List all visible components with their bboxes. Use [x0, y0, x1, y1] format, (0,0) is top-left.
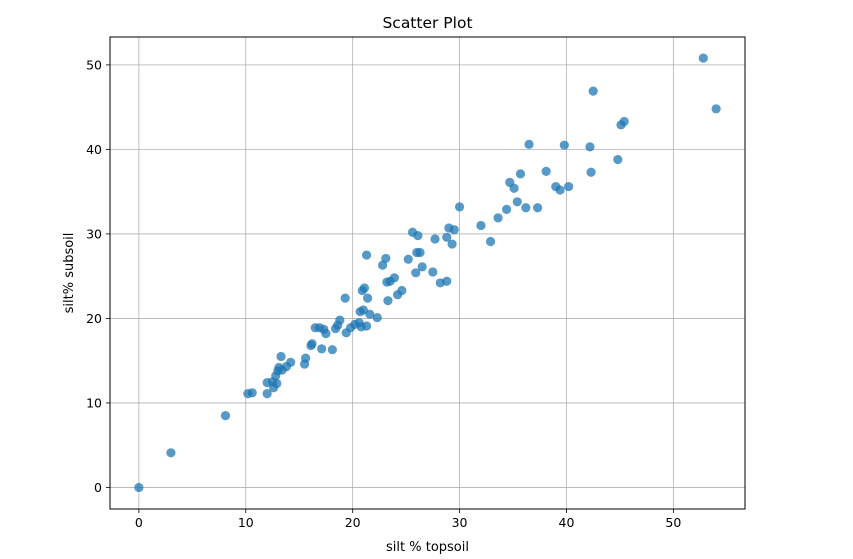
x-axis-label: silt % topsoil: [386, 540, 469, 555]
scatter-point: [340, 293, 350, 303]
scatter-point: [383, 296, 393, 306]
scatter-point: [301, 353, 311, 363]
scatter-point: [415, 247, 425, 258]
data-points: [134, 53, 721, 493]
scatter-point: [359, 283, 370, 293]
scatter-point: [521, 203, 531, 213]
scatter-point: [428, 267, 438, 277]
scatter-point: [417, 262, 427, 272]
plot-area-frame: [109, 36, 746, 510]
scatter-point: [585, 142, 595, 152]
scatter-point: [619, 116, 629, 127]
scatter-point: [403, 254, 413, 264]
scatter-point: [515, 169, 526, 179]
scatter-point: [321, 329, 331, 339]
chart-title: Scatter Plot: [382, 14, 472, 32]
scatter-point: [372, 312, 382, 323]
scatter-point: [166, 448, 176, 458]
scatter-point: [512, 197, 522, 207]
scatter-point: [509, 183, 519, 193]
y-tick-label: 20: [86, 311, 102, 326]
y-tick-label: 0: [94, 480, 102, 495]
x-tick-label: 40: [559, 515, 575, 530]
scatter-point: [613, 154, 623, 165]
x-tick-label: 0: [135, 515, 143, 530]
scatter-point: [134, 482, 144, 493]
scatter-point: [586, 167, 596, 177]
scatter-point: [363, 293, 373, 303]
scatter-point: [361, 250, 372, 260]
scatter-point: [559, 140, 569, 150]
y-tick-label: 10: [86, 395, 102, 410]
y-tick-label: 30: [86, 226, 102, 241]
scatter-point: [381, 253, 391, 264]
scatter-point: [335, 315, 345, 325]
x-tick-label: 50: [665, 515, 681, 530]
scatter-point: [389, 273, 399, 283]
x-axis-ticks: 0 10 20 30 40 50: [135, 509, 681, 530]
y-tick-label: 40: [86, 142, 102, 157]
x-tick-label: 10: [238, 515, 254, 530]
x-tick-label: 30: [452, 515, 468, 530]
scatter-point: [502, 204, 512, 215]
scatter-point: [286, 357, 296, 367]
grid-lines: [110, 37, 745, 509]
scatter-point: [247, 388, 257, 398]
scatter-point: [564, 181, 574, 192]
scatter-point: [430, 234, 440, 244]
scatter-point: [442, 276, 452, 286]
y-tick-label: 50: [86, 57, 102, 72]
scatter-point: [397, 285, 407, 296]
scatter-point: [476, 220, 486, 231]
scatter-point: [711, 104, 721, 114]
y-axis-ticks: 0 10 20 30 40 50: [86, 57, 110, 495]
scatter-point: [533, 203, 543, 213]
x-tick-label: 20: [345, 515, 361, 530]
scatter-point: [361, 321, 372, 331]
scatter-point: [307, 339, 317, 349]
scatter-point: [485, 236, 496, 247]
scatter-point: [698, 53, 708, 63]
scatter-point: [454, 202, 465, 212]
scatter-point: [220, 411, 231, 421]
scatter-point: [272, 378, 282, 389]
y-axis-label: silt% subsoil: [62, 233, 77, 314]
scatter-point: [276, 351, 286, 362]
scatter-point: [493, 213, 503, 223]
scatter-point: [442, 232, 452, 242]
scatter-point: [262, 389, 272, 399]
scatter-point: [555, 185, 565, 195]
scatter-point: [449, 225, 459, 235]
scatter-point: [327, 345, 337, 355]
scatter-point: [365, 309, 375, 319]
scatter-point: [413, 231, 423, 241]
scatter-point: [447, 239, 457, 249]
scatter-point: [588, 86, 598, 96]
scatter-point: [317, 344, 327, 354]
scatter-point: [541, 166, 551, 176]
scatter-point: [411, 268, 421, 278]
scatter-point: [524, 139, 534, 149]
